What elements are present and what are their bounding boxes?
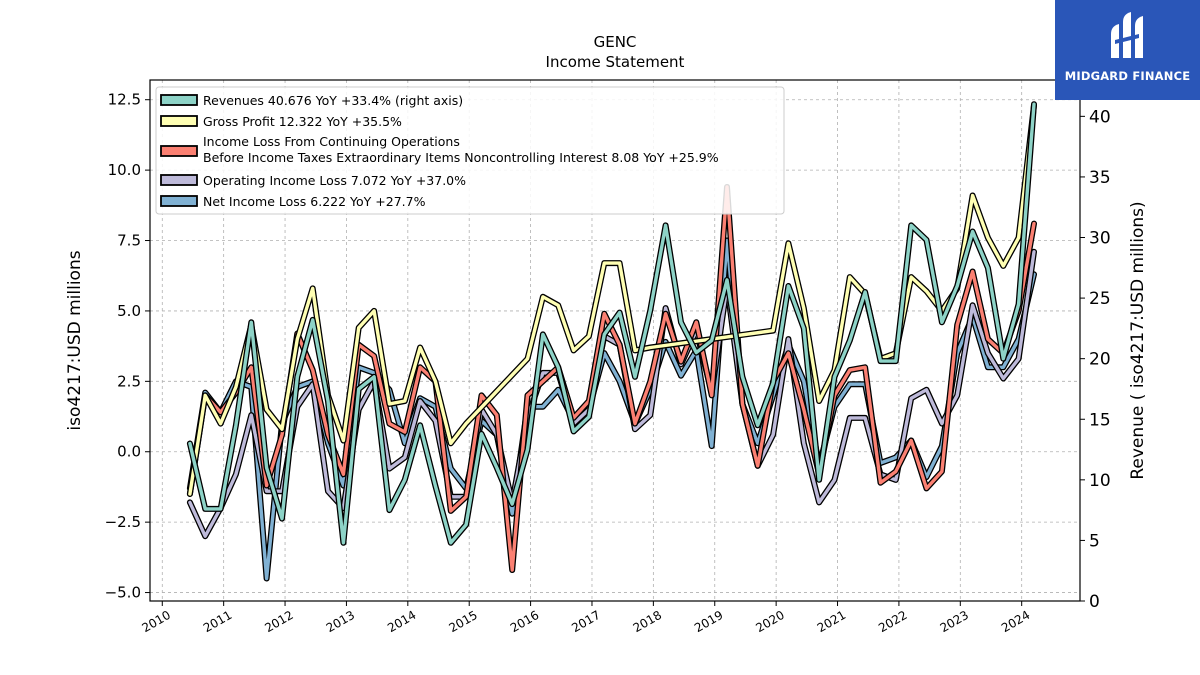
y-tick-label-right: 0 <box>1089 592 1100 612</box>
x-tick-label: 2018 <box>631 608 664 635</box>
series-gross-profit <box>186 102 1037 497</box>
y-tick-label-right: 35 <box>1089 168 1111 188</box>
y-tick-label-left: 12.5 <box>108 91 141 109</box>
chart-subtitle: Income Statement <box>546 53 685 71</box>
legend-label-line2: Before Income Taxes Extraordinary Items … <box>203 150 719 165</box>
legend-item: Operating Income Loss 7.072 YoY +37.0% <box>160 173 466 188</box>
x-tick-label: 2013 <box>324 608 357 635</box>
legend-swatch <box>160 195 198 207</box>
x-tick-label: 2020 <box>753 608 786 635</box>
y-axis-label-right: Revenue ( iso4217:USD millions) <box>1128 201 1148 479</box>
legend-item: Net Income Loss 6.222 YoY +27.7% <box>160 194 426 209</box>
logo-mark-icon <box>1111 12 1143 58</box>
y-tick-label-right: 5 <box>1089 531 1100 551</box>
y-tick-label-left: −5.0 <box>105 584 141 602</box>
y-tick-label-left: 2.5 <box>117 372 141 390</box>
series-revenues <box>186 101 1037 546</box>
y-tick-label-left: 10.0 <box>108 161 141 179</box>
y-tick-label-left: 5.0 <box>117 302 141 320</box>
series-operating-income-loss <box>186 248 1037 540</box>
legend-box <box>155 86 785 215</box>
x-tick-label: 2024 <box>999 608 1032 635</box>
x-tick-label: 2015 <box>446 608 479 635</box>
y-tick-label-right: 20 <box>1089 350 1111 370</box>
y-tick-label-left: 0.0 <box>117 443 141 461</box>
series-line <box>188 250 1036 538</box>
series-line <box>188 103 1036 496</box>
x-tick-label: 2021 <box>815 608 848 635</box>
y-tick-label-right: 40 <box>1089 107 1111 127</box>
x-tick-label: 2023 <box>938 608 971 635</box>
y-tick-label-right: 25 <box>1089 289 1111 309</box>
legend-label: Gross Profit 12.322 YoY +35.5% <box>203 114 402 129</box>
legend-swatch <box>160 174 198 186</box>
midgard-finance-logo: MIDGARD FINANCE <box>1055 0 1200 100</box>
logo-text: MIDGARD FINANCE <box>1064 69 1191 83</box>
legend-item: Gross Profit 12.322 YoY +35.5% <box>160 114 402 129</box>
legend-swatch <box>160 115 198 127</box>
x-tick-label: 2014 <box>385 608 418 635</box>
x-tick-label: 2016 <box>508 608 541 635</box>
y-tick-label-left: −2.5 <box>105 513 141 531</box>
x-tick-label: 2022 <box>876 608 909 635</box>
y-tick-label-right: 15 <box>1089 410 1111 430</box>
series-line <box>188 102 1036 545</box>
legend-label: Revenues 40.676 YoY +33.4% (right axis) <box>203 93 463 108</box>
plot-frame <box>149 79 1081 602</box>
legend-swatch <box>160 94 198 106</box>
legend-label: Income Loss From Continuing Operations <box>203 134 460 149</box>
legend-label: Operating Income Loss 7.072 YoY +37.0% <box>203 173 466 188</box>
legend-label: Net Income Loss 6.222 YoY +27.7% <box>203 194 426 209</box>
legend: Revenues 40.676 YoY +33.4% (right axis) G… <box>155 86 785 215</box>
x-tick-label: 2017 <box>569 608 602 635</box>
chart-title: GENC <box>594 33 637 51</box>
legend-swatch <box>160 145 198 157</box>
y-axis-label-left: iso4217:USD millions <box>65 250 85 430</box>
x-tick-label: 2011 <box>201 608 234 635</box>
legend-item: Revenues 40.676 YoY +33.4% (right axis) <box>160 93 463 108</box>
y-tick-label-right: 10 <box>1089 471 1111 491</box>
x-tick-label: 2019 <box>692 608 725 635</box>
x-tick-label: 2012 <box>262 608 295 635</box>
x-tick-label: 2010 <box>140 608 173 635</box>
y-tick-label-right: 30 <box>1089 229 1111 249</box>
legend-item: Income Loss From Continuing OperationsBe… <box>160 134 719 165</box>
series-lines <box>186 101 1037 582</box>
y-tick-label-left: 7.5 <box>117 232 141 250</box>
